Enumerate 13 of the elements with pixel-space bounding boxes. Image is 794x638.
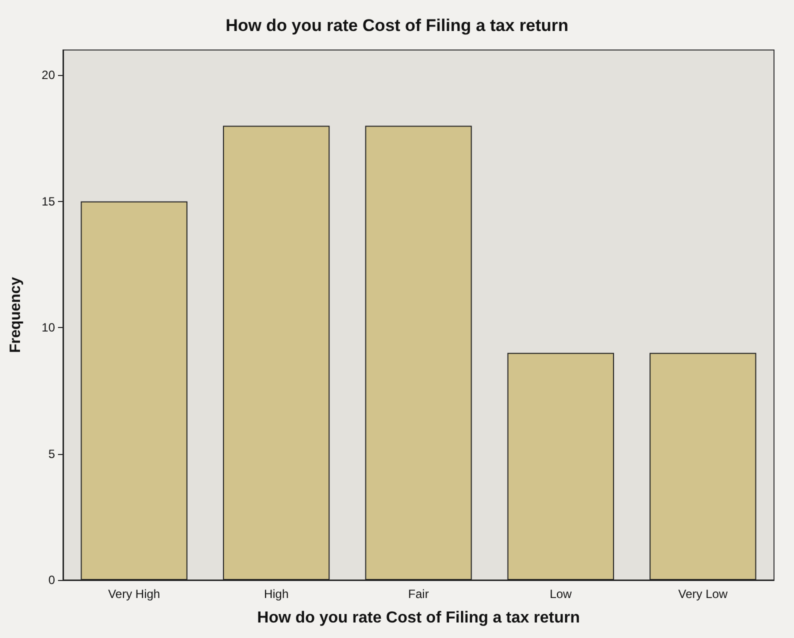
x-tick-label: Very High	[108, 587, 160, 601]
y-tick-label: 20	[42, 68, 56, 82]
x-tick-label: Very Low	[678, 587, 728, 601]
y-tick-label: 0	[48, 573, 56, 587]
x-tick-label: High	[264, 587, 289, 601]
y-tick-label: 10	[42, 320, 56, 335]
x-tick-label: Low	[550, 587, 572, 601]
y-axis-title: Frequency	[7, 276, 24, 353]
y-tick-label: 5	[48, 446, 56, 461]
chart-title: How do you rate Cost of Filing a tax return	[226, 16, 568, 35]
x-axis-title: How do you rate Cost of Filing a tax return	[257, 610, 580, 626]
x-tick-label: Fair	[408, 587, 429, 601]
y-tick-label: 15	[42, 194, 56, 208]
